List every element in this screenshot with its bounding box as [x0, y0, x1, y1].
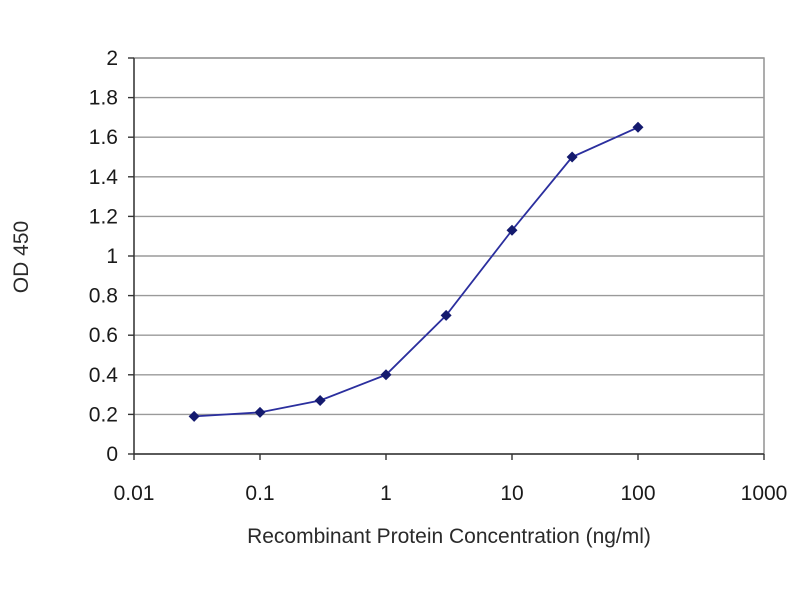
data-point [314, 395, 326, 407]
x-tick-label: 0.01 [114, 482, 155, 505]
data-point [440, 309, 452, 321]
y-tick-label: 1.8 [89, 87, 118, 110]
series-line [194, 126, 639, 418]
series-layer [188, 121, 644, 422]
y-tick-label: 1.6 [89, 126, 118, 149]
data-point [632, 121, 644, 133]
y-tick-label: 0.4 [89, 364, 119, 387]
y-tick-label: 0.8 [89, 285, 118, 308]
data-point [380, 369, 392, 381]
axes: 0 0.2 0.4 0.6 0.8 1 1.2 1.4 1.6 1.8 2 0.01 0.1 1 10 100… [89, 47, 788, 505]
data-point [506, 224, 518, 236]
y-tick-label: 0.2 [89, 403, 118, 426]
y-axis-title: OD 450 [10, 221, 33, 293]
data-point [566, 151, 578, 163]
y-tick-label: 0.6 [89, 324, 118, 347]
x-tick-label: 0.1 [245, 482, 274, 505]
x-tick-label: 1 [380, 482, 392, 505]
y-tick-label: 1.4 [89, 166, 119, 189]
y-tick-label: 2 [106, 47, 118, 70]
y-tick-label: 0 [106, 443, 118, 466]
y-tick-label: 1 [106, 245, 118, 268]
x-axis-title: Recombinant Protein Concentration (ng/ml… [247, 525, 651, 548]
x-tick-label: 1000 [741, 482, 788, 505]
x-tick-label: 10 [500, 482, 523, 505]
data-point [188, 410, 200, 422]
x-tick-label: 100 [620, 482, 655, 505]
data-point [254, 406, 266, 418]
y-tick-label: 1.2 [89, 205, 118, 228]
